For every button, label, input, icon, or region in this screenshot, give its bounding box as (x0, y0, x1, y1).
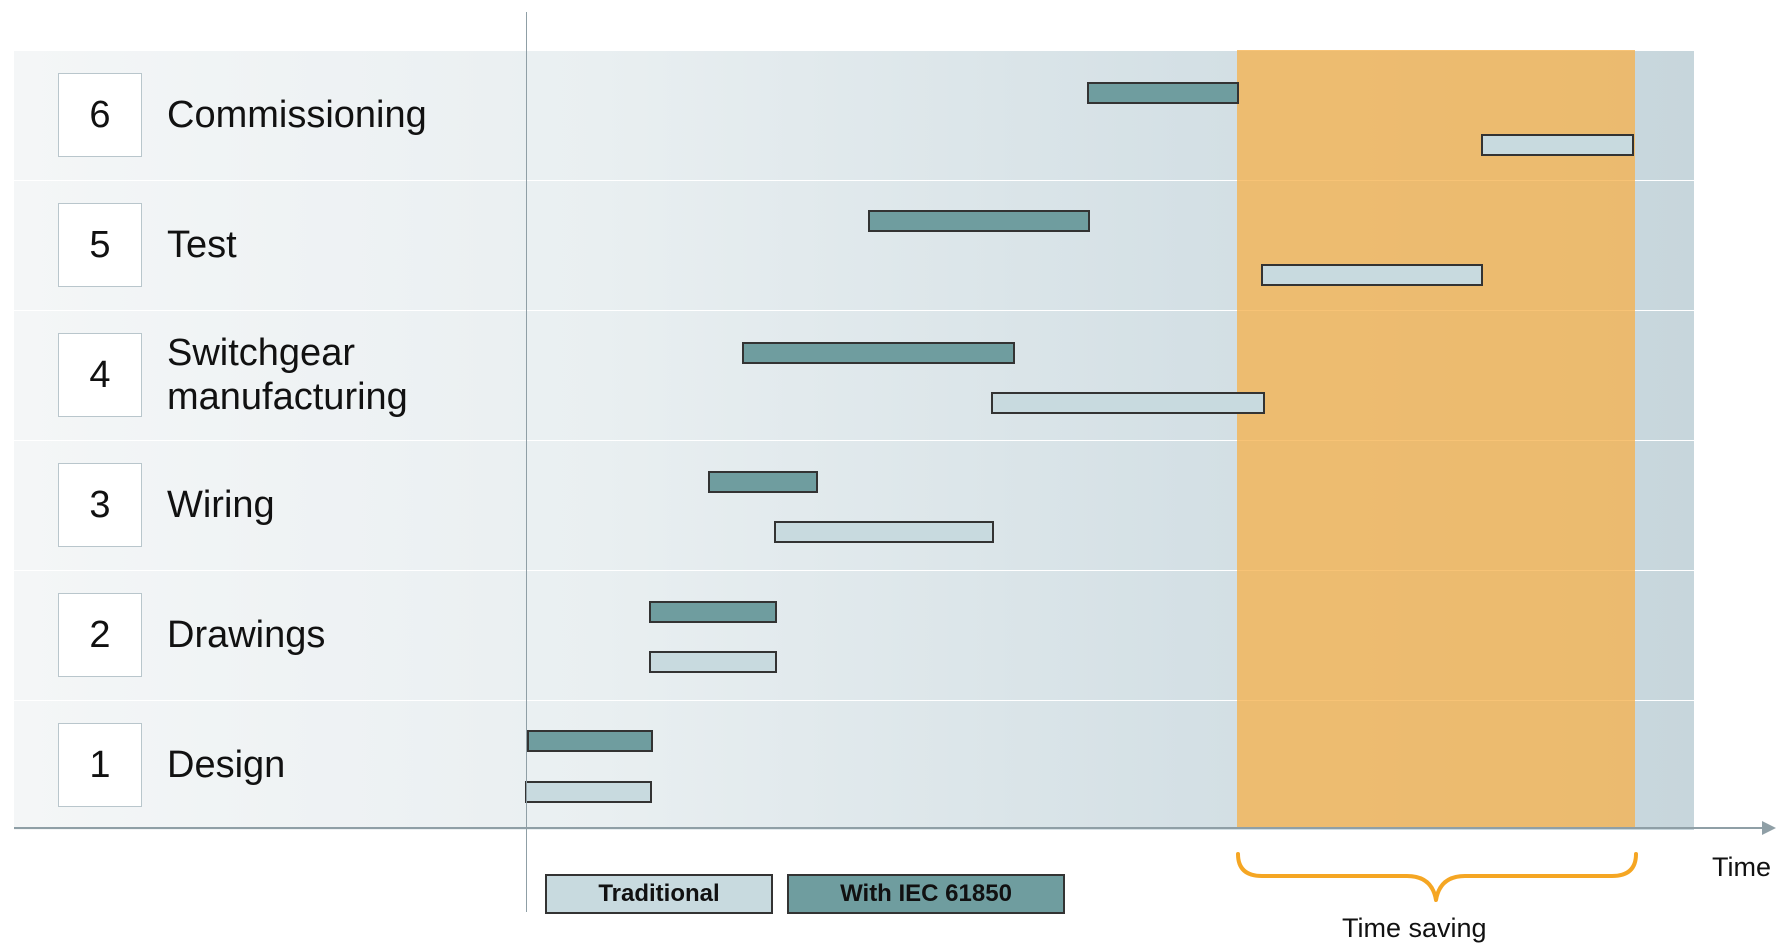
bar-test-traditional (1261, 264, 1483, 286)
phase-label-wiring: Wiring (167, 484, 275, 526)
time-saving-label: Time saving (1342, 913, 1487, 943)
bar-design-iec (527, 730, 653, 752)
phase-label-design: Design (167, 744, 286, 786)
phase-number-box: 5 (58, 203, 142, 287)
time-axis (14, 827, 1764, 829)
bar-switchgear-traditional (991, 392, 1265, 414)
time-saving-band (1237, 50, 1635, 828)
legend-iec-61850: With IEC 61850 (787, 874, 1065, 914)
bar-test-iec (868, 210, 1090, 232)
phase-number-box: 4 (58, 333, 142, 417)
phase-label-switchgear-manufacturing: Switchgear manufacturing (167, 332, 408, 418)
time-saving-brace-icon (1236, 852, 1638, 902)
time-axis-arrow-icon (1762, 821, 1776, 835)
phase-label-drawings: Drawings (167, 614, 326, 656)
bar-drawings-traditional (649, 651, 777, 673)
bar-wiring-traditional (774, 521, 994, 543)
bar-switchgear-iec (742, 342, 1015, 364)
bar-commissioning-iec (1087, 82, 1239, 104)
bar-commissioning-traditional (1481, 134, 1634, 156)
bar-wiring-iec (708, 471, 818, 493)
phase-number-box: 1 (58, 723, 142, 807)
legend-traditional: Traditional (545, 874, 773, 914)
bar-drawings-iec (649, 601, 777, 623)
time-start-axis (526, 12, 527, 912)
time-axis-label: Time (1712, 852, 1771, 882)
phase-number-box: 2 (58, 593, 142, 677)
phase-label-commissioning: Commissioning (167, 94, 427, 136)
phase-number-box: 6 (58, 73, 142, 157)
bar-design-traditional (525, 781, 652, 803)
phase-label-test: Test (167, 224, 237, 266)
phase-number-box: 3 (58, 463, 142, 547)
